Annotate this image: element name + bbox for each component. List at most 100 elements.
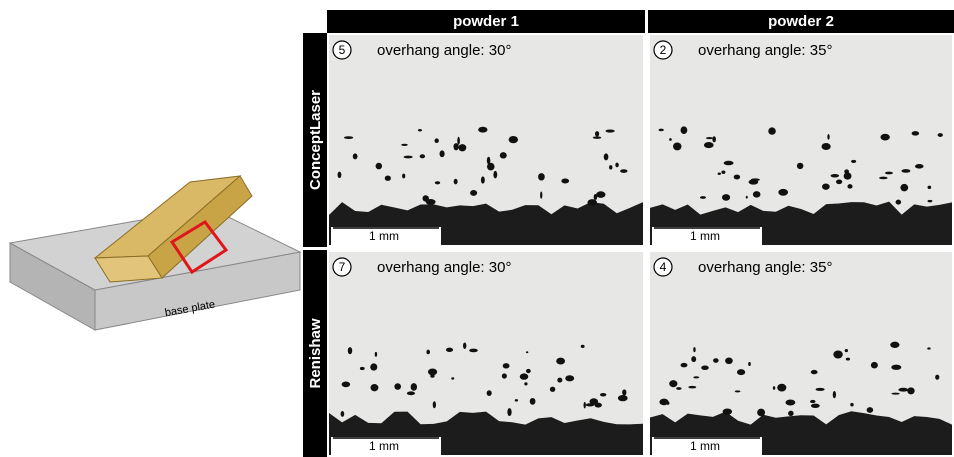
pore bbox=[788, 411, 794, 416]
pore bbox=[530, 398, 536, 405]
pore bbox=[538, 173, 545, 180]
pore bbox=[344, 136, 353, 139]
pore bbox=[463, 342, 466, 349]
pore bbox=[811, 404, 820, 408]
pore bbox=[746, 196, 748, 199]
pore bbox=[526, 369, 531, 373]
pore bbox=[469, 349, 478, 353]
pore bbox=[810, 400, 815, 403]
pore bbox=[595, 131, 599, 136]
pore bbox=[713, 358, 719, 363]
pore bbox=[385, 176, 391, 181]
pore bbox=[593, 136, 602, 138]
pore bbox=[935, 375, 939, 380]
pore bbox=[845, 349, 848, 352]
pore bbox=[836, 179, 842, 184]
pore bbox=[481, 176, 485, 183]
row-header: ConceptLaser bbox=[307, 90, 324, 190]
pore bbox=[600, 393, 606, 396]
pore bbox=[734, 175, 740, 180]
pore bbox=[673, 142, 681, 150]
scale-label: 1 mm bbox=[690, 439, 720, 453]
pore bbox=[723, 408, 732, 414]
pore bbox=[376, 163, 382, 170]
pore bbox=[370, 363, 377, 370]
pore bbox=[430, 374, 434, 378]
pore bbox=[596, 191, 605, 198]
pore bbox=[338, 172, 342, 178]
pore bbox=[891, 365, 901, 370]
pore bbox=[453, 143, 458, 150]
pore bbox=[604, 153, 609, 160]
pore bbox=[433, 401, 436, 408]
pore bbox=[587, 199, 597, 206]
pore bbox=[401, 144, 408, 146]
pore bbox=[622, 389, 626, 395]
pore bbox=[586, 403, 595, 406]
pore bbox=[515, 399, 518, 401]
pore bbox=[676, 387, 681, 390]
pore bbox=[938, 133, 943, 137]
pore bbox=[420, 154, 425, 158]
pore bbox=[470, 190, 477, 196]
pore bbox=[718, 173, 721, 175]
pore bbox=[426, 350, 430, 355]
pore bbox=[557, 378, 562, 383]
pore bbox=[816, 388, 825, 391]
pore bbox=[487, 390, 492, 396]
panel-number: 4 bbox=[660, 260, 667, 274]
pore bbox=[712, 136, 716, 142]
pore bbox=[701, 366, 709, 371]
panel-title: overhang angle: 35° bbox=[698, 42, 832, 59]
panel-number: 5 bbox=[339, 43, 346, 57]
pore bbox=[659, 129, 664, 132]
pore bbox=[785, 400, 795, 406]
pore bbox=[831, 174, 840, 177]
column-header: powder 1 bbox=[453, 13, 519, 30]
pore bbox=[721, 171, 725, 174]
scale-label: 1 mm bbox=[369, 439, 399, 453]
pore bbox=[915, 164, 924, 169]
pore bbox=[871, 362, 878, 369]
pore bbox=[907, 387, 914, 394]
pore bbox=[606, 129, 615, 132]
pore bbox=[446, 348, 453, 352]
pore bbox=[348, 347, 352, 354]
pore bbox=[426, 199, 436, 205]
pore bbox=[524, 382, 527, 385]
pore bbox=[688, 386, 696, 389]
pore bbox=[353, 153, 358, 159]
pore bbox=[797, 163, 804, 169]
pore bbox=[722, 194, 730, 201]
pore bbox=[458, 144, 466, 151]
pore bbox=[768, 127, 776, 134]
pore bbox=[693, 376, 699, 378]
pore bbox=[885, 172, 893, 175]
pore bbox=[500, 152, 507, 158]
pore bbox=[928, 186, 932, 189]
pore bbox=[847, 184, 852, 188]
pore bbox=[493, 171, 497, 178]
pore bbox=[881, 134, 890, 141]
pore bbox=[402, 174, 405, 179]
pore bbox=[394, 383, 401, 390]
pore bbox=[669, 380, 677, 387]
pore bbox=[407, 391, 415, 395]
pore bbox=[890, 342, 899, 348]
pore bbox=[556, 358, 565, 365]
pore bbox=[478, 127, 487, 133]
panel-number: 2 bbox=[660, 43, 667, 57]
pore bbox=[503, 363, 510, 368]
pore bbox=[706, 137, 713, 139]
pore bbox=[487, 163, 495, 171]
figure: base plate powder 1powder 2ConceptLaserR… bbox=[0, 0, 954, 457]
pore bbox=[748, 362, 751, 366]
pore bbox=[341, 411, 345, 417]
pore bbox=[928, 200, 933, 202]
pore bbox=[618, 395, 628, 401]
pore bbox=[434, 138, 438, 143]
pore bbox=[822, 183, 830, 189]
pore bbox=[509, 136, 518, 143]
pore bbox=[844, 172, 852, 179]
pore bbox=[520, 373, 528, 379]
